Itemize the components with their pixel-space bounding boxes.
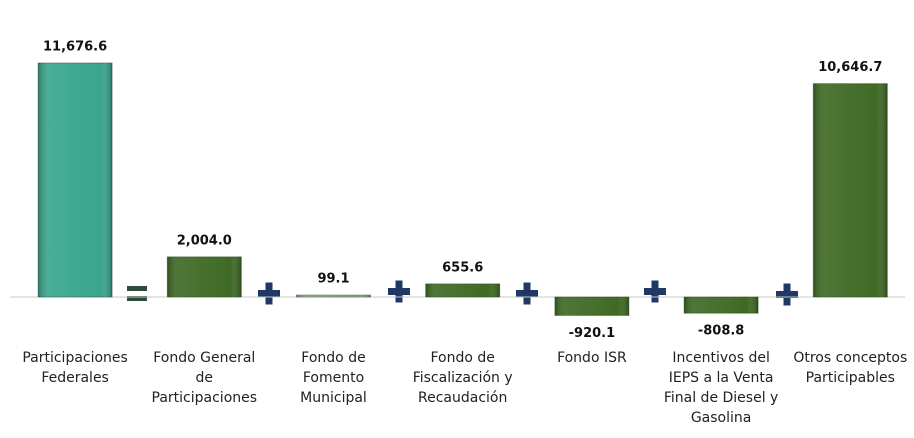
operators [127, 280, 798, 306]
category-label: Fondo de Fiscalización y Recaudación [412, 350, 513, 406]
category-label: Fondo de Fomento Municipal [300, 350, 367, 406]
category-label: Otros conceptos Participables [793, 350, 908, 386]
value-label: 99.1 [317, 272, 349, 287]
bar [683, 296, 759, 314]
bar [166, 256, 242, 298]
plus-signs [258, 280, 798, 306]
category-label: Fondo General de Participaciones [151, 350, 258, 406]
category-label: Fondo ISR [557, 350, 627, 366]
value-label: 10,646.7 [818, 60, 882, 75]
equals-sign [127, 286, 147, 291]
equals-sign [127, 296, 147, 301]
value-label: 2,004.0 [177, 233, 232, 248]
category-label: Participaciones Federales [22, 350, 128, 386]
bar [37, 62, 113, 298]
value-label: -920.1 [569, 326, 616, 341]
category-label: Incentivos del IEPS a la Venta Final de … [663, 350, 779, 426]
bar [812, 83, 888, 298]
bar [296, 294, 371, 298]
bar [425, 283, 501, 298]
value-label: -808.8 [698, 324, 745, 339]
value-label: 655.6 [442, 260, 483, 275]
bar [554, 296, 630, 316]
value-label: 11,676.6 [43, 39, 107, 54]
